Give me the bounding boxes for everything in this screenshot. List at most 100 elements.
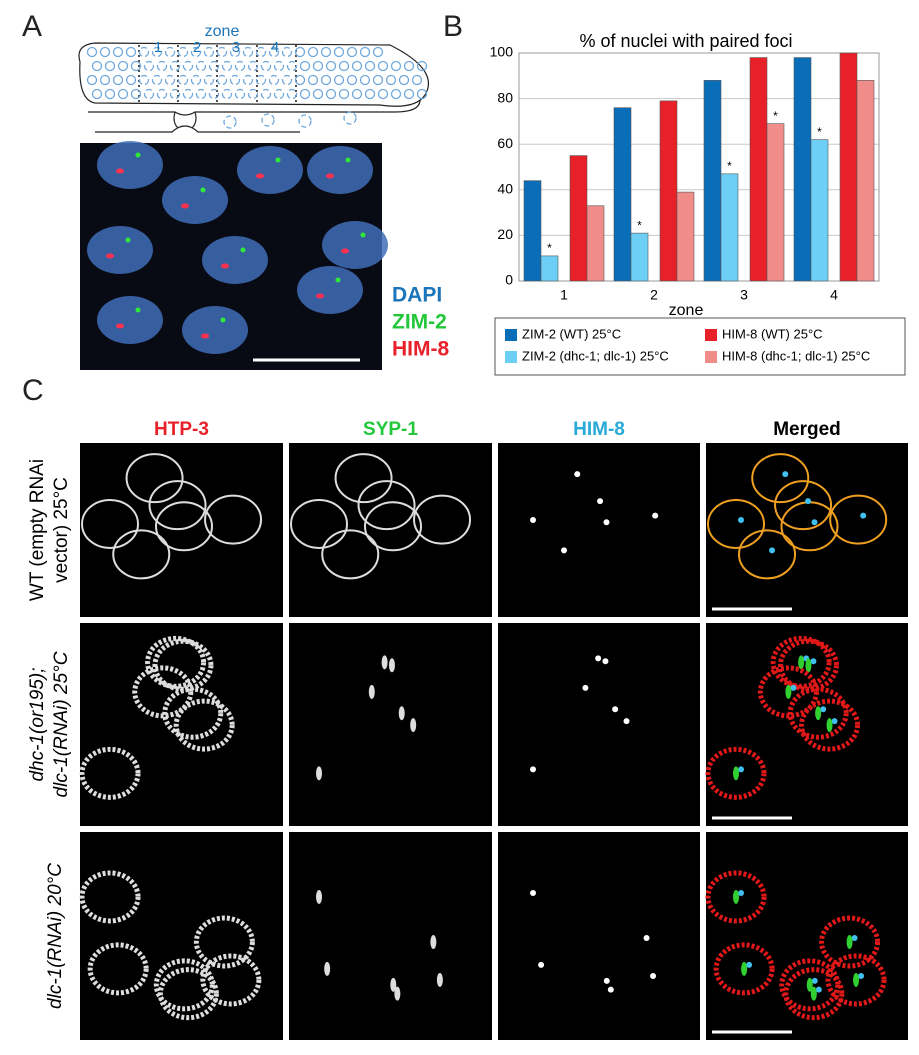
y-tick-label: 20 [497, 226, 513, 242]
bar [703, 80, 722, 282]
focus [335, 277, 341, 283]
y-tick-label: 80 [497, 89, 513, 105]
cell [112, 46, 124, 58]
legend-swatch [505, 329, 517, 341]
cell [403, 60, 415, 72]
cell [99, 46, 111, 58]
focus [733, 766, 740, 781]
cell [312, 88, 324, 100]
focus [810, 658, 817, 665]
nucleus [200, 953, 262, 1007]
cell [299, 88, 311, 100]
focus [388, 658, 395, 673]
bar [659, 100, 678, 282]
focus [200, 187, 206, 193]
gonad-cells [86, 46, 428, 129]
focus [436, 972, 443, 987]
cell [130, 60, 142, 72]
y-tick-label: 60 [497, 135, 513, 151]
cell [351, 88, 363, 100]
nucleus [334, 453, 393, 504]
cell [294, 46, 306, 58]
focus [360, 232, 366, 238]
focus [798, 655, 805, 670]
cell [416, 88, 428, 100]
cell [130, 88, 142, 100]
x-tick-label: 2 [650, 287, 658, 303]
focus [256, 173, 264, 179]
cell [325, 60, 337, 72]
focus [410, 718, 417, 733]
zone-number: 2 [193, 39, 201, 56]
focus [790, 684, 797, 691]
focus [324, 961, 331, 976]
cell [346, 74, 358, 86]
cell [390, 60, 402, 72]
focus [652, 512, 659, 519]
cell [286, 60, 298, 72]
cell [177, 74, 189, 86]
zone-number: 4 [271, 39, 279, 56]
nucleus [777, 638, 839, 692]
cell [298, 114, 312, 128]
cell [221, 88, 233, 100]
nucleus [307, 146, 373, 194]
nucleus [770, 635, 832, 689]
nucleus [738, 529, 797, 580]
bar [613, 107, 632, 282]
focus [530, 889, 537, 896]
cell [343, 111, 357, 125]
cell [312, 60, 324, 72]
x-axis-title: zone [669, 302, 704, 319]
cell [273, 60, 285, 72]
channel-label: HIM-8 [392, 338, 449, 361]
focus [530, 516, 537, 523]
nucleus [162, 176, 228, 224]
legend-swatch [705, 351, 717, 363]
nucleus [97, 141, 163, 189]
focus [106, 253, 114, 259]
focus [733, 889, 740, 904]
cell [416, 60, 428, 72]
nucleus [145, 635, 207, 689]
nucleus [152, 638, 214, 692]
focus [820, 706, 827, 713]
cell [177, 46, 189, 58]
channel-label: DAPI [392, 284, 442, 307]
nucleus [357, 480, 416, 531]
legend-box [494, 317, 906, 376]
nucleus [707, 498, 766, 549]
legend-label: HIM-8 (dhc-1; dlc-1) 25°C [722, 348, 870, 363]
focus [603, 519, 610, 526]
cell [138, 46, 150, 58]
bar [540, 255, 559, 282]
bar [569, 155, 588, 282]
cell [86, 74, 98, 86]
bar [676, 191, 695, 282]
focus [220, 317, 226, 323]
legend-swatch [505, 351, 517, 363]
cell [99, 74, 111, 86]
legend-label: HIM-8 (WT) 25°C [722, 326, 823, 341]
focus [125, 237, 131, 243]
cell [164, 46, 176, 58]
focus [368, 684, 375, 699]
legend-swatch [705, 329, 717, 341]
cell [216, 74, 228, 86]
nucleus [321, 529, 380, 580]
cell [208, 88, 220, 100]
focus [738, 766, 745, 773]
cell [125, 74, 137, 86]
focus [116, 168, 124, 174]
focus [561, 547, 568, 554]
cell [156, 60, 168, 72]
focus [116, 323, 124, 329]
focus [782, 471, 789, 478]
focus [135, 152, 141, 158]
focus [607, 986, 614, 993]
cell [377, 60, 389, 72]
microscopy-image [289, 832, 492, 1040]
bar [810, 139, 829, 282]
cell [190, 46, 202, 58]
